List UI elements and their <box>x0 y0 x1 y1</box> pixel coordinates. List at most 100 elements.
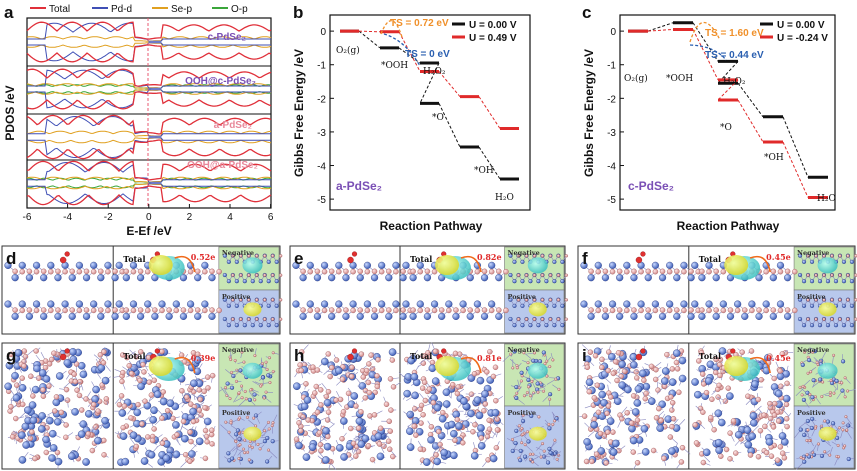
se-atom <box>823 419 827 423</box>
se-atom <box>321 307 328 314</box>
se-atom <box>779 351 786 357</box>
se-atom <box>820 395 824 399</box>
se-atom <box>77 378 83 385</box>
se-atom <box>727 307 734 313</box>
pd-atom <box>293 382 301 391</box>
pd-atom <box>691 378 699 386</box>
pd-atom <box>53 418 62 426</box>
pd-atom <box>805 418 810 424</box>
se-atom <box>767 353 773 359</box>
se-atom <box>164 407 171 414</box>
se-atom <box>830 254 834 258</box>
se-atom <box>806 371 810 375</box>
structure-panel-d: 0.52e Total Negative Positive d <box>1 245 283 335</box>
se-atom <box>700 459 707 466</box>
pd-atom <box>801 397 807 403</box>
bond <box>834 456 839 466</box>
se-atom <box>548 273 553 277</box>
se-atom <box>327 373 333 380</box>
negative-density-blob <box>817 362 838 379</box>
se-atom <box>43 449 50 456</box>
pd-atom <box>357 440 366 448</box>
se-atom <box>375 357 381 363</box>
pd-atom <box>335 366 343 375</box>
se-atom <box>40 387 46 393</box>
pd-atom <box>473 300 482 308</box>
pd-atom <box>149 416 157 424</box>
pd-atom <box>392 261 400 269</box>
se-atom <box>119 378 125 385</box>
pd-atom <box>237 437 242 442</box>
pd-atom <box>349 300 357 308</box>
pd-atom <box>363 261 372 269</box>
pd-atom <box>751 380 759 388</box>
structure-panel-e: 0.82e Total Negative Positive e <box>289 245 568 335</box>
pd-atom <box>133 408 142 417</box>
se-atom <box>263 298 267 302</box>
pd-atom <box>104 300 112 308</box>
pd-atom <box>470 451 479 460</box>
pd-atom <box>508 253 513 258</box>
se-atom <box>666 268 673 275</box>
pd-atom <box>755 274 763 282</box>
se-atom <box>255 317 259 321</box>
pd-atom <box>385 312 393 321</box>
structure-panel-g: 0.39e Total Negative Positive g <box>1 342 281 470</box>
pd-atom <box>226 303 231 308</box>
se-atom <box>589 458 595 465</box>
se-atom <box>182 451 189 458</box>
se-atom <box>484 433 491 440</box>
species-label: *OH <box>474 166 494 176</box>
pd-atom <box>797 297 803 302</box>
pd-atom <box>547 426 552 431</box>
pd-atom <box>817 323 823 328</box>
se-atom <box>814 317 818 321</box>
pd-atom <box>608 353 616 361</box>
pd-atom <box>658 400 666 409</box>
pd-atom <box>313 274 322 282</box>
se-atom <box>524 298 529 302</box>
se-atom <box>48 268 54 275</box>
oxygen-atom <box>347 353 354 361</box>
se-atom <box>33 307 40 314</box>
se-atom <box>137 377 143 384</box>
se-atom <box>365 379 372 386</box>
se-atom <box>548 298 553 302</box>
se-atom <box>209 307 215 313</box>
se-atom <box>854 298 857 302</box>
pd-atom <box>54 457 63 466</box>
pd-atom <box>4 261 12 269</box>
species-label: H₂O₂ <box>423 67 446 77</box>
pd-atom <box>265 459 270 464</box>
se-atom <box>271 369 275 374</box>
se-atom <box>255 254 259 258</box>
pd-atom <box>528 323 533 328</box>
se-atom <box>618 373 624 380</box>
se-atom <box>659 307 666 313</box>
species-label: *OOH <box>666 74 693 84</box>
pd-atom <box>166 399 175 408</box>
se-atom <box>813 426 817 430</box>
se-atom <box>33 348 39 354</box>
se-atom <box>846 317 850 321</box>
se-atom <box>420 412 426 418</box>
pd-atom <box>370 312 379 321</box>
se-atom <box>98 268 104 275</box>
se-atom <box>638 307 644 314</box>
se-atom <box>756 307 762 313</box>
se-atom <box>151 377 157 384</box>
pd-atom <box>427 436 435 444</box>
pd-atom <box>225 381 230 386</box>
total-label: Total <box>699 351 721 361</box>
se-atom <box>592 353 599 359</box>
pd-atom <box>541 350 546 355</box>
panel-label-c: c <box>582 3 591 22</box>
pdos-x-ticks: -6 -4 -2 0 2 4 6 <box>23 204 274 223</box>
se-atom <box>669 399 676 406</box>
pdos-curve-lower <box>26 139 272 160</box>
se-atom <box>814 254 818 258</box>
y-tick-label: -2 <box>607 94 616 105</box>
se-atom <box>624 268 630 275</box>
se-atom <box>713 356 719 363</box>
se-atom <box>318 402 324 408</box>
